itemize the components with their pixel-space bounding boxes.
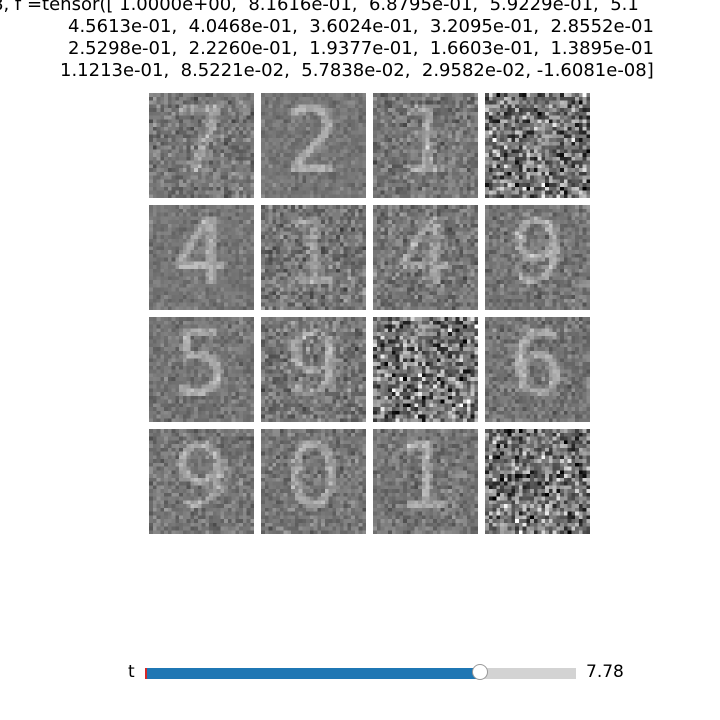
slider-label: t bbox=[128, 662, 135, 682]
digit-canvas bbox=[485, 317, 590, 422]
sample-image-grid bbox=[149, 93, 590, 534]
digit-canvas bbox=[373, 205, 478, 310]
digit-canvas bbox=[373, 93, 478, 198]
sample-digit-image bbox=[261, 429, 366, 534]
sample-digit-image bbox=[261, 93, 366, 198]
sample-digit-image bbox=[149, 429, 254, 534]
t-slider-track[interactable] bbox=[145, 668, 576, 679]
slider-value: 7.78 bbox=[586, 662, 624, 682]
sample-digit-image bbox=[485, 317, 590, 422]
sample-digit-image bbox=[373, 429, 478, 534]
digit-canvas bbox=[485, 429, 590, 534]
digit-canvas bbox=[485, 93, 590, 198]
digit-canvas bbox=[261, 317, 366, 422]
digit-canvas bbox=[149, 205, 254, 310]
t-slider-handle[interactable] bbox=[472, 664, 489, 680]
digit-canvas bbox=[373, 317, 478, 422]
sample-digit-image bbox=[485, 205, 590, 310]
sample-digit-image bbox=[261, 317, 366, 422]
sample-digit-image bbox=[149, 205, 254, 310]
t-slider-initial-marker bbox=[145, 668, 147, 679]
sample-digit-image bbox=[373, 93, 478, 198]
digit-canvas bbox=[149, 317, 254, 422]
sample-digit-image bbox=[485, 93, 590, 198]
digit-canvas bbox=[373, 429, 478, 534]
title-line: 8, f =tensor([ 1.0000e+00, 8.1616e-01, 6… bbox=[0, 0, 639, 15]
sample-digit-image bbox=[373, 317, 478, 422]
title-line: 4.5613e-01, 4.0468e-01, 3.6024e-01, 3.20… bbox=[68, 16, 654, 37]
digit-canvas bbox=[149, 93, 254, 198]
sample-digit-image bbox=[373, 205, 478, 310]
digit-canvas bbox=[261, 205, 366, 310]
digit-canvas bbox=[261, 93, 366, 198]
sample-digit-image bbox=[261, 205, 366, 310]
sample-digit-image bbox=[149, 317, 254, 422]
sample-digit-image bbox=[485, 429, 590, 534]
sample-digit-image bbox=[149, 93, 254, 198]
digit-canvas bbox=[149, 429, 254, 534]
digit-canvas bbox=[261, 429, 366, 534]
title-line: 1.1213e-01, 8.5221e-02, 5.7838e-02, 2.95… bbox=[60, 60, 654, 81]
title-line: 2.5298e-01, 2.2260e-01, 1.9377e-01, 1.66… bbox=[68, 38, 654, 59]
t-slider-fill bbox=[145, 668, 481, 679]
digit-canvas bbox=[485, 205, 590, 310]
figure-title: 8, f =tensor([ 1.0000e+00, 8.1616e-01, 6… bbox=[0, 0, 720, 90]
